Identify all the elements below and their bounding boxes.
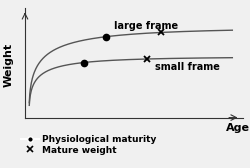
Legend: Physiological maturity, Mature weight: Physiological maturity, Mature weight (21, 135, 156, 155)
Text: large frame: large frame (114, 21, 178, 31)
Text: small frame: small frame (155, 62, 220, 72)
Text: Age: Age (226, 123, 250, 133)
Text: Weight: Weight (4, 43, 14, 87)
